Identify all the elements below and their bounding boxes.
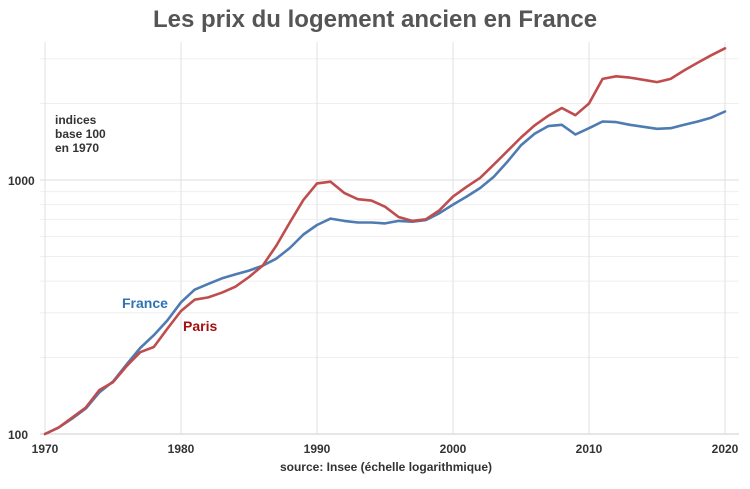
- index-note-line-3: en 1970: [55, 141, 99, 155]
- y-tick-label: 1000: [8, 174, 35, 188]
- x-tick-label: 1980: [168, 442, 195, 456]
- grid: [40, 42, 739, 435]
- index-note-line-1: indices: [55, 113, 97, 127]
- x-tick-label: 2020: [712, 442, 739, 456]
- source-note: source: Insee (échelle logarithmique): [280, 460, 492, 474]
- series-lines: [43, 46, 727, 436]
- x-tick-label: 2010: [576, 442, 603, 456]
- axis-ticks: 1970 1980 1990 2000 2010 2020 100 1000: [8, 174, 739, 456]
- x-tick-label: 2000: [440, 442, 467, 456]
- series-label-france: France: [122, 295, 168, 311]
- x-tick-label: 1990: [304, 442, 331, 456]
- chart-title: Les prix du logement ancien en France: [153, 6, 597, 33]
- x-tick-label: 1970: [32, 442, 59, 456]
- index-note: indices base 100 en 1970: [55, 113, 109, 155]
- series-line-france: [43, 110, 727, 436]
- series-line-paris: [43, 46, 727, 436]
- index-note-line-2: base 100: [55, 127, 106, 141]
- y-tick-label: 100: [8, 428, 28, 442]
- series-label-paris: Paris: [183, 318, 217, 334]
